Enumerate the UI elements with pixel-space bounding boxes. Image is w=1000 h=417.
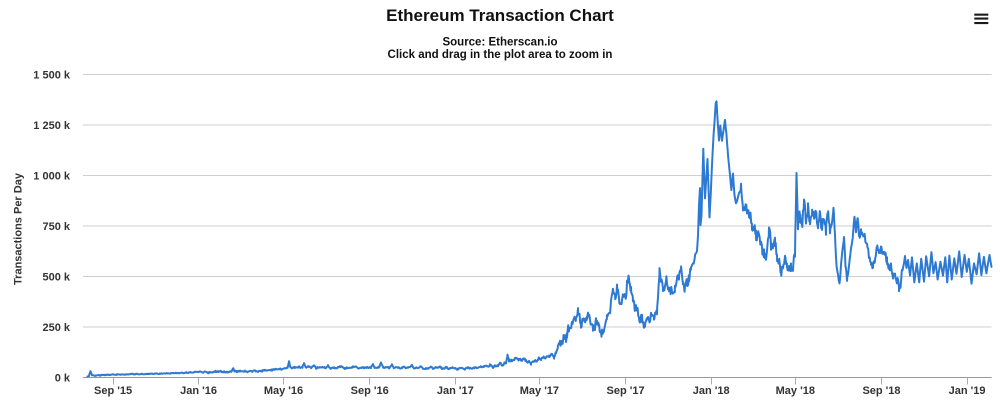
svg-text:Jan '19: Jan '19 [949, 385, 986, 397]
svg-text:Source: Etherscan.io: Source: Etherscan.io [442, 37, 557, 49]
svg-text:Ethereum Transaction Chart: Ethereum Transaction Chart [386, 6, 614, 25]
svg-text:Transactions Per Day: Transactions Per Day [13, 172, 25, 285]
svg-text:750 k: 750 k [42, 221, 70, 233]
svg-text:Jan '18: Jan '18 [693, 385, 730, 397]
svg-text:500 k: 500 k [42, 272, 70, 284]
svg-text:250 k: 250 k [42, 322, 70, 334]
svg-text:0 k: 0 k [55, 373, 71, 385]
svg-text:Sep '18: Sep '18 [862, 385, 900, 397]
svg-text:Click and drag in the plot are: Click and drag in the plot area to zoom … [388, 49, 613, 61]
svg-text:Sep '16: Sep '16 [351, 385, 389, 397]
svg-text:Jan '17: Jan '17 [437, 385, 474, 397]
svg-text:Sep '15: Sep '15 [94, 385, 132, 397]
svg-text:May '18: May '18 [776, 385, 815, 397]
svg-text:1 500 k: 1 500 k [33, 70, 71, 82]
svg-text:1 250 k: 1 250 k [33, 120, 71, 132]
svg-text:May '16: May '16 [264, 385, 303, 397]
svg-text:Jan '16: Jan '16 [180, 385, 217, 397]
svg-text:May '17: May '17 [520, 385, 559, 397]
svg-text:1 000 k: 1 000 k [33, 171, 71, 183]
svg-text:Sep '17: Sep '17 [607, 385, 645, 397]
